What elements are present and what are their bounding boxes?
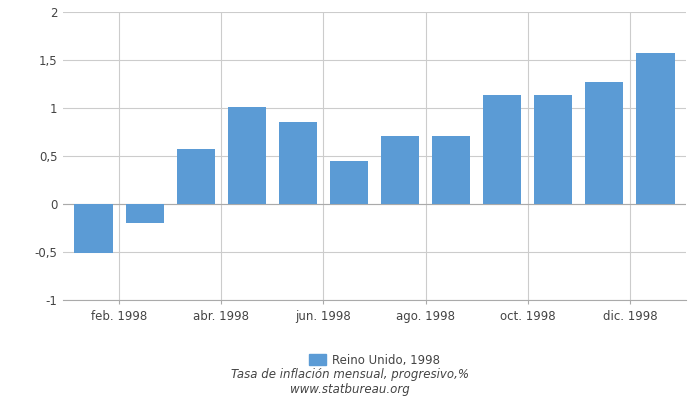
- Bar: [125, 204, 164, 223]
- Bar: [585, 82, 624, 204]
- Bar: [432, 136, 470, 204]
- Bar: [279, 122, 317, 204]
- Text: Tasa de inflación mensual, progresivo,%: Tasa de inflación mensual, progresivo,%: [231, 368, 469, 381]
- Bar: [381, 136, 419, 204]
- Bar: [636, 53, 675, 204]
- Bar: [228, 107, 266, 204]
- Bar: [330, 161, 368, 204]
- Text: www.statbureau.org: www.statbureau.org: [290, 383, 410, 396]
- Legend: Reino Unido, 1998: Reino Unido, 1998: [304, 349, 445, 372]
- Bar: [74, 204, 113, 253]
- Bar: [534, 94, 573, 204]
- Bar: [483, 94, 522, 204]
- Bar: [176, 149, 215, 204]
